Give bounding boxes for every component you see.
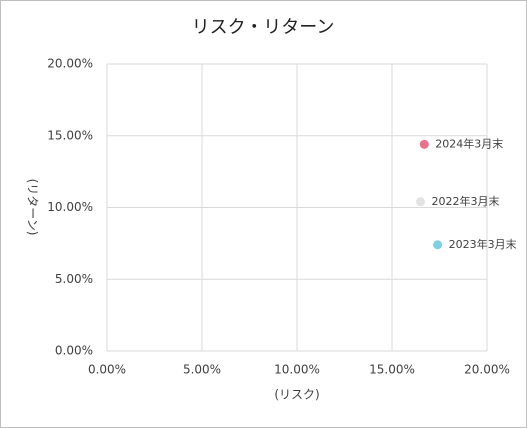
x-tick-label: 15.00% bbox=[369, 363, 415, 377]
x-tick-label: 20.00% bbox=[464, 363, 510, 377]
point-label: 2023年3月末 bbox=[449, 237, 517, 251]
x-tick-label: 10.00% bbox=[274, 363, 320, 377]
y-tick-label: 20.00% bbox=[47, 57, 93, 71]
chart-title: リスク・リターン bbox=[192, 17, 335, 38]
point-label: 2022年3月末 bbox=[432, 194, 500, 208]
x-tick-label: 0.00% bbox=[88, 363, 126, 377]
point-label: 2024年3月末 bbox=[435, 136, 503, 150]
y-tick-label: 10.00% bbox=[47, 200, 93, 214]
y-axis-label: (リターン) bbox=[26, 179, 40, 236]
x-axis-label: (リスク) bbox=[274, 388, 319, 402]
point bbox=[433, 240, 443, 250]
y-tick-label: 0.00% bbox=[55, 344, 93, 358]
point bbox=[416, 197, 425, 207]
x-tick-label: 5.00% bbox=[183, 363, 221, 377]
y-tick-label: 5.00% bbox=[55, 272, 93, 286]
y-tick-label: 15.00% bbox=[47, 128, 93, 142]
point bbox=[419, 139, 429, 149]
